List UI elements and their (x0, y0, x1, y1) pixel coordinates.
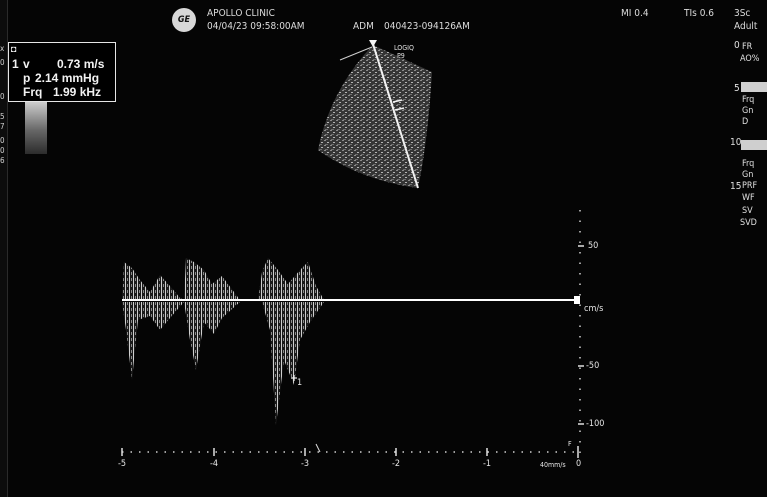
param-fr: FR (742, 42, 753, 52)
param-gn-2: Gn (742, 170, 754, 180)
probe-orientation-label: P9 (397, 52, 405, 60)
pressure-value: 2.14 mmHg (35, 71, 100, 85)
time-label-minus-4: -4 (210, 459, 219, 469)
param-prf: PRF (742, 181, 758, 191)
left-edge-strip (0, 0, 8, 497)
param-svd: SVD (740, 218, 757, 228)
exam-datetime: 04/04/23 09:58:00AM (207, 21, 305, 32)
param-sv: SV (742, 206, 753, 216)
measurement-marker: 1 (12, 57, 19, 71)
param-frq: Frq (742, 95, 755, 105)
clinic-name: APOLLO CLINIC (207, 8, 275, 19)
doppler-spectrum-reverse (122, 302, 324, 425)
exam-id: 040423-094126AM (384, 21, 470, 32)
depth-mark-15: 15 (730, 181, 742, 192)
mechanical-index: MI 0.4 (621, 8, 649, 19)
operator-id: ADM (353, 21, 374, 32)
sector-image (318, 45, 432, 188)
velocity-label-minus-100: -100 (586, 419, 605, 429)
depth-mark-5: 5 (734, 83, 740, 94)
velocity-label-50: 50 (588, 241, 599, 251)
grayscale-bar (25, 102, 47, 154)
caliper-number: 1 (297, 378, 303, 388)
baseline-handle[interactable] (574, 296, 580, 304)
time-label-0: 0 (576, 459, 582, 469)
frequency-label: Frq (23, 85, 43, 99)
param-highlight-box-2 (741, 140, 767, 150)
left-strip-char: 0 (0, 58, 5, 67)
velocity-label-minus-50: -50 (586, 361, 600, 371)
left-strip-char: 0 (0, 136, 5, 145)
measurement-box: ◘ 1 v 0.73 m/s p 2.14 mmHg Frq 1.99 kHz (8, 42, 116, 102)
left-strip-char: 0 (0, 92, 5, 101)
param-highlight-box (741, 82, 767, 92)
param-frq-2: Frq (742, 159, 755, 169)
measurement-header-marker: ◘ (11, 44, 17, 54)
time-label-minus-3: -3 (301, 459, 310, 469)
param-gn: Gn (742, 106, 754, 116)
left-strip-char: 7 (0, 122, 5, 131)
probe-name: 3Sc (734, 8, 751, 19)
sector-edge (339, 46, 373, 61)
left-strip-char: x (0, 44, 5, 53)
param-d: D (742, 117, 749, 127)
param-ao: AO% (740, 54, 760, 64)
left-strip-char: 5 (0, 112, 5, 121)
depth-mark-10: 10 (730, 137, 742, 148)
velocity-label: v (23, 57, 30, 71)
velocity-unit: cm/s (584, 304, 604, 314)
param-wf: WF (742, 193, 755, 203)
sample-gate-bottom (394, 107, 405, 111)
left-strip-char: 0 (0, 146, 5, 155)
time-cursor-mark (315, 443, 321, 453)
thermal-index: TIs 0.6 (684, 8, 714, 19)
frequency-value: 1.99 kHz (53, 85, 102, 99)
sample-gate-top (392, 99, 403, 103)
time-label-minus-2: -2 (392, 459, 401, 469)
ge-logo: GE (172, 8, 196, 32)
time-label-minus-5: -5 (118, 459, 127, 469)
velocity-value: 0.73 m/s (57, 57, 105, 71)
apex-marker (369, 40, 377, 47)
left-strip-char: 6 (0, 156, 5, 165)
time-label-minus-1: -1 (483, 459, 492, 469)
filter-label: F (568, 440, 572, 448)
preset-name: Adult (734, 21, 758, 32)
doppler-spectrum-forward (122, 258, 324, 300)
sweep-speed: 40mm/s (540, 461, 566, 469)
pressure-label: p (23, 71, 31, 85)
doppler-cursor-line[interactable] (372, 43, 419, 189)
depth-mark-0: 0 (734, 40, 740, 51)
logiq-label: LOGIQ (394, 44, 414, 52)
